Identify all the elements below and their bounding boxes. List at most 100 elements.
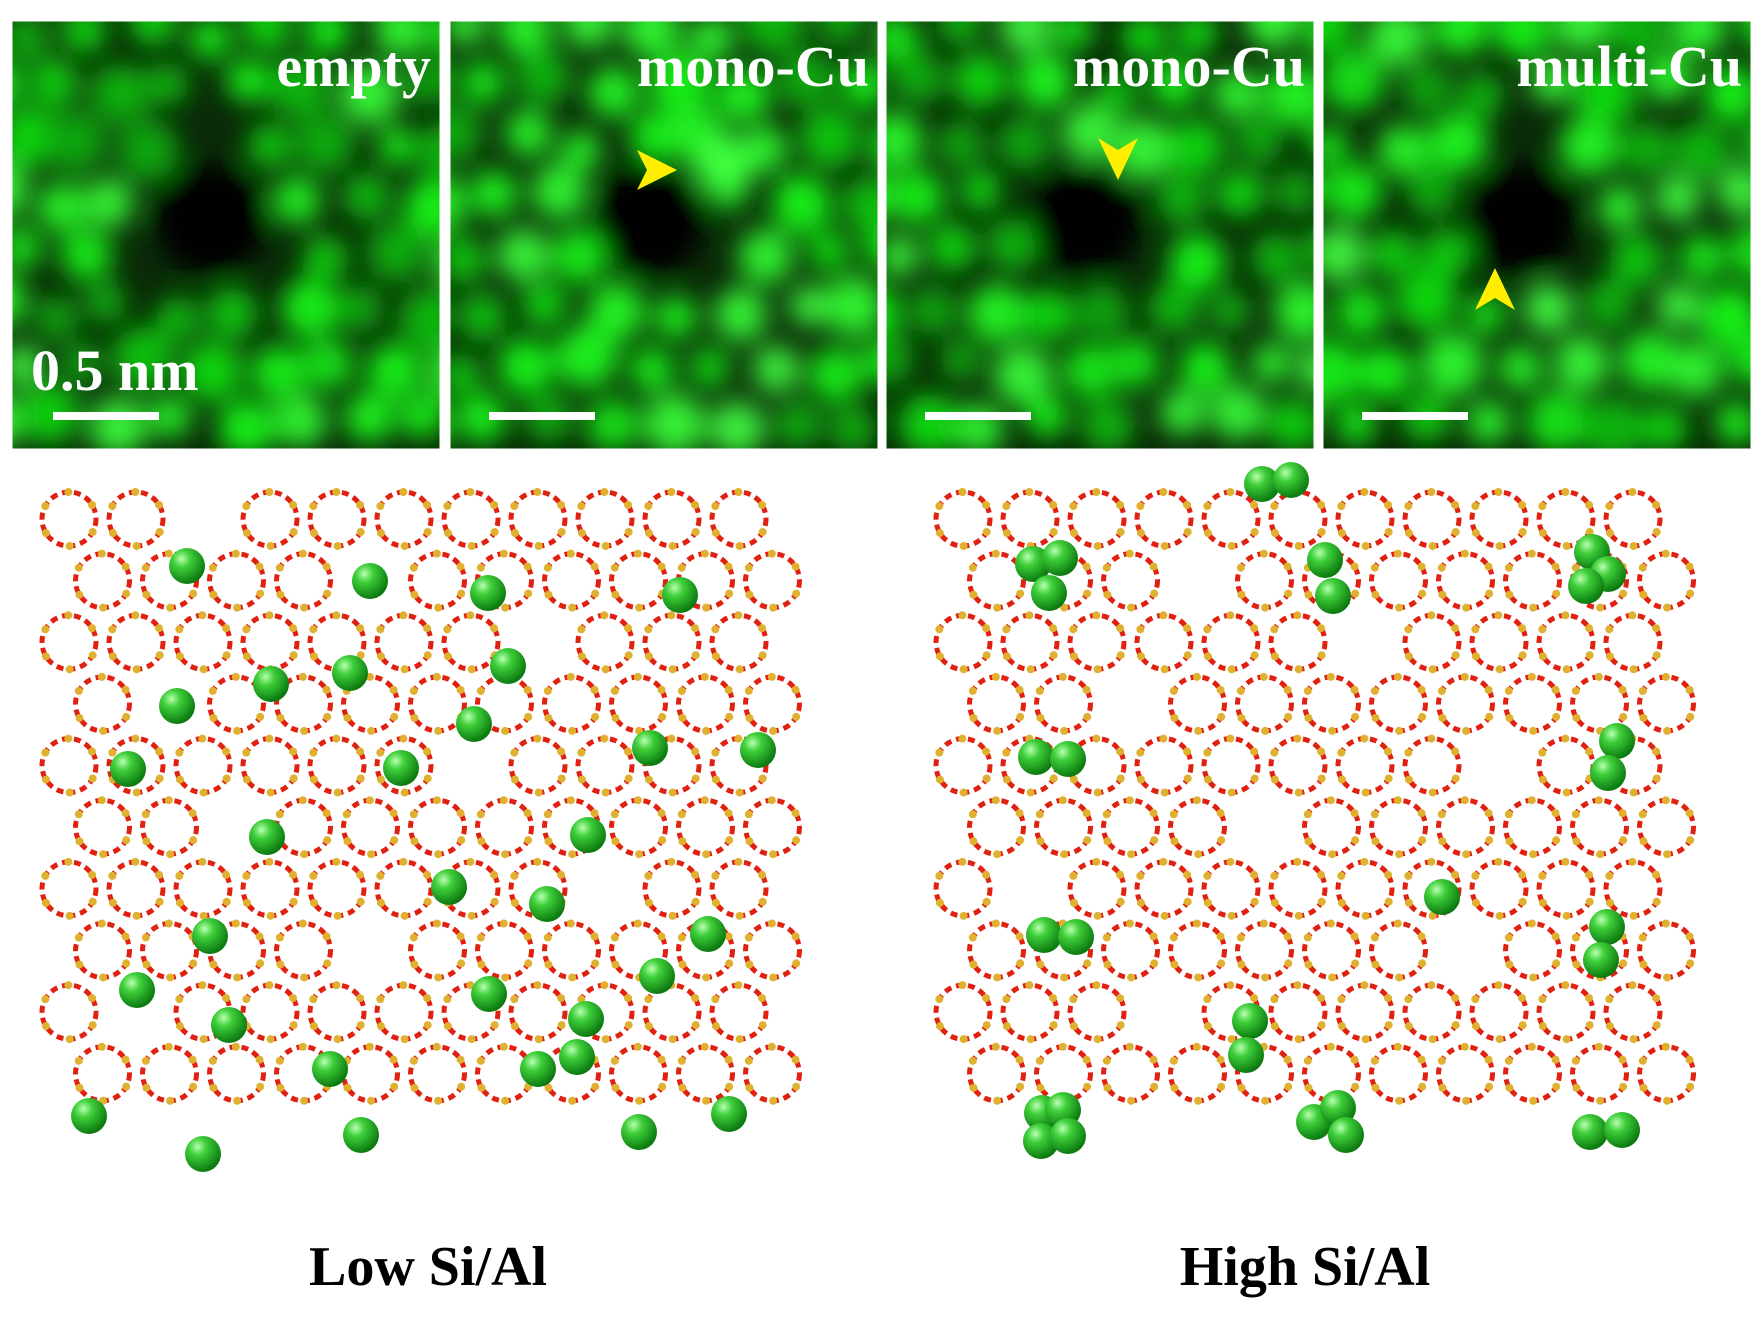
si-atom [791, 1055, 800, 1064]
scale-bar [925, 412, 1031, 420]
si-atom [501, 603, 510, 612]
si-atom [1351, 712, 1360, 721]
si-atom [1259, 919, 1268, 928]
ring [1268, 982, 1328, 1042]
si-atom [568, 850, 577, 859]
si-atom [276, 590, 285, 599]
si-atom [935, 625, 944, 634]
image-blob [11, 276, 27, 326]
si-atom [758, 651, 767, 660]
si-atom [41, 1022, 50, 1031]
image-blob [90, 63, 150, 124]
image-blob [1642, 405, 1688, 450]
si-atom [611, 837, 620, 846]
image-blob [1582, 397, 1646, 450]
si-atom [1552, 589, 1561, 598]
si-atom [1303, 1056, 1312, 1065]
si-atom [758, 527, 767, 536]
si-atom [767, 796, 776, 805]
si-atom [376, 529, 385, 538]
si-atom [1293, 981, 1302, 990]
ring [1369, 674, 1428, 734]
si-atom [1360, 857, 1369, 866]
image-blobs [1322, 20, 1752, 450]
cu-spot [694, 135, 754, 195]
si-atom [434, 973, 443, 982]
si-atom [175, 871, 184, 880]
image-blob [586, 282, 646, 341]
si-atom [1102, 933, 1111, 942]
image-blob [373, 20, 429, 57]
si-atom [734, 981, 743, 990]
image-blob [1421, 229, 1472, 279]
si-atom [323, 712, 332, 721]
image-blob [1212, 68, 1262, 119]
image-blob [29, 58, 79, 108]
si-atom [1192, 919, 1201, 928]
si-atom [1561, 488, 1570, 497]
si-atom [1317, 747, 1326, 756]
si-atom [1404, 1022, 1413, 1031]
image-blob [861, 221, 879, 269]
ring [1570, 797, 1629, 857]
si-atom [198, 611, 207, 620]
si-atom [1350, 1055, 1359, 1064]
si-atom [591, 959, 600, 968]
si-atom [711, 652, 720, 661]
ring [1603, 859, 1663, 919]
si-atom [1417, 1055, 1426, 1064]
image-blob [44, 110, 107, 173]
cu-atom [740, 732, 776, 768]
si-atom [1686, 712, 1695, 721]
si-atom [323, 959, 332, 968]
si-atom [725, 836, 734, 845]
si-atom [356, 994, 365, 1003]
si-atom [365, 796, 374, 805]
si-atom [1505, 960, 1514, 969]
si-atom [1216, 685, 1225, 694]
si-atom [1284, 1082, 1293, 1091]
image-blob [1168, 233, 1227, 292]
si-atom [1551, 685, 1560, 694]
si-atom [432, 796, 441, 805]
image-blobs [885, 20, 1315, 450]
si-atom [700, 1042, 709, 1051]
si-atom [231, 919, 240, 928]
si-atom [242, 652, 251, 661]
si-atom [1170, 1083, 1179, 1092]
si-atom [577, 652, 586, 661]
si-atom [1093, 1035, 1102, 1044]
si-atom [410, 960, 419, 969]
si-atom [41, 898, 50, 907]
si-atom [166, 973, 175, 982]
ring [642, 859, 702, 919]
si-atom [1628, 981, 1637, 990]
si-atom [767, 672, 776, 681]
si-atom [510, 529, 519, 538]
si-atom [121, 932, 130, 941]
si-atom [1116, 651, 1125, 660]
ring [341, 797, 400, 857]
si-atom [1016, 836, 1025, 845]
si-atom [691, 1021, 700, 1030]
si-atom [667, 611, 676, 620]
si-atom [501, 726, 510, 735]
cu-atom [1604, 1112, 1640, 1148]
si-atom [457, 589, 466, 598]
image-blob [713, 287, 768, 342]
si-atom [443, 529, 452, 538]
si-atom [734, 734, 743, 743]
cu-atom [352, 563, 388, 599]
ring [743, 1044, 802, 1104]
ring [1335, 859, 1395, 919]
si-atom [601, 1035, 610, 1044]
ring [1134, 736, 1194, 796]
si-atom [1529, 973, 1538, 982]
si-atom [265, 734, 274, 743]
si-atom [122, 836, 131, 845]
si-atom [164, 919, 173, 928]
si-atom [1261, 973, 1270, 982]
si-atom [131, 734, 140, 743]
si-atom [75, 1083, 84, 1092]
ring [1302, 674, 1361, 734]
